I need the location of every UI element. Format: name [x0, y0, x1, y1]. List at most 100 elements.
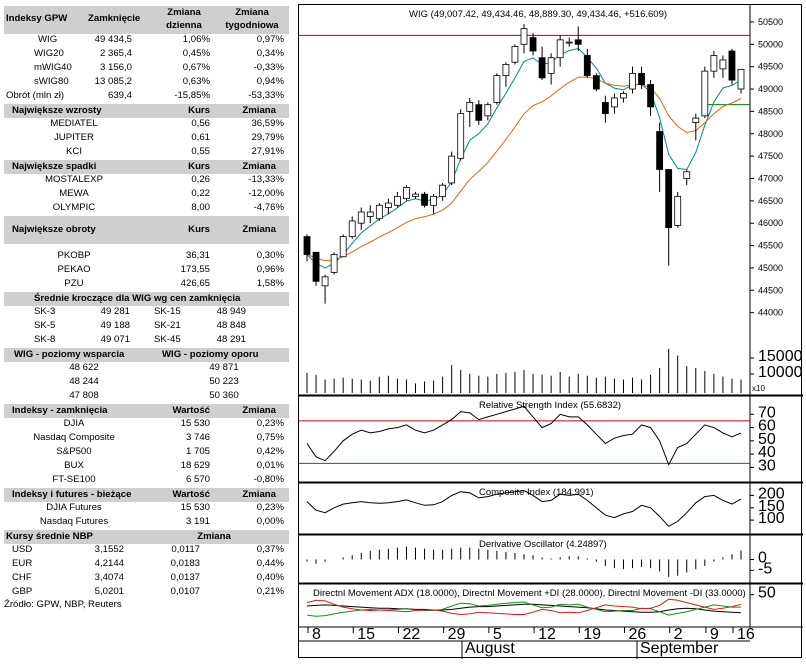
world-row: Nasdaq Composite 3 746 0,75%	[4, 431, 289, 445]
futures-price: 3 191	[185, 516, 210, 527]
price-tick-label: 50500	[758, 17, 783, 27]
futures-row: Nasdaq Futures 3 191 0,00%	[4, 515, 289, 529]
levels-row: 47 808 50 360	[4, 389, 289, 403]
fx-change-pct: 0,37%	[256, 544, 284, 555]
turnover-row: PEKAO 173,55 0,96%	[4, 263, 289, 277]
losers-title: Największe spadki	[12, 161, 97, 172]
world-name: S&P500	[56, 446, 92, 457]
rsi-tick-label: 30	[758, 457, 776, 474]
turnover-name: PEKAO	[57, 264, 91, 275]
x-tick-label: 5	[493, 626, 502, 643]
turnover-row: PZU 426,65 1,58%	[4, 277, 289, 291]
fx-title: Kursy średnie NBP	[6, 531, 93, 542]
futures-header-price: Wartość	[172, 489, 211, 500]
resistance-title: WIG - poziomy oporu	[162, 349, 259, 360]
candle-body	[665, 169, 673, 229]
index-close: 2 365,4	[99, 48, 132, 59]
composite-title: Composite Index (184.991)	[479, 487, 594, 498]
index-daily-change: 1,06%	[182, 34, 210, 45]
x-tick-label: 9	[710, 626, 719, 643]
month-label: August	[465, 640, 515, 657]
price-tick-label: 48500	[758, 106, 783, 116]
dmi-title: Directnl Movement ADX (18.0000), Directn…	[313, 588, 746, 599]
gainers-header-change: Zmiana	[242, 105, 276, 116]
candle-body	[737, 68, 745, 90]
world-row: FT-SE100 6 570 -0,80%	[4, 473, 289, 487]
sma-value: 48 848	[216, 320, 246, 331]
levels-header: WIG - poziomy wsparcia WIG - poziomy opor…	[4, 347, 289, 362]
sma-label: SK-5	[34, 320, 56, 331]
losers-price: 0,26	[191, 174, 210, 185]
x-tick-label: 2	[674, 626, 683, 643]
candle-body	[511, 46, 519, 63]
adx-line	[306, 603, 742, 614]
composite-tick-label: 200	[758, 485, 785, 502]
world-price: 1 705	[185, 446, 210, 457]
candle-body	[484, 104, 492, 117]
derivative-tick-label: -5	[758, 560, 772, 577]
sma-row: SK-5 49 188 SK-21 48 848	[4, 319, 289, 333]
candle-body	[683, 171, 691, 179]
world-row: BUX 18 629 0,01%	[4, 459, 289, 473]
fx-change-pct: 0,40%	[256, 572, 284, 583]
candle-body	[565, 41, 573, 44]
price-tick-label: 45000	[758, 263, 783, 273]
x-tick-label: 29	[448, 626, 466, 643]
fx-currency: USD	[12, 544, 33, 555]
price-tick-label: 46500	[758, 196, 783, 206]
index-name: WIG20	[34, 48, 64, 59]
levels-row: 48 622 49 871	[4, 361, 289, 375]
gainers-change: 27,91%	[251, 146, 284, 157]
gainers-header-price: Kurs	[188, 105, 210, 116]
x-tick-label: 19	[583, 626, 601, 643]
turnover-title: Największe obroty	[12, 224, 96, 235]
gainers-row: MEDIATEL 0,56 36,59%	[4, 117, 289, 131]
sma-row: SK-8 49 071 SK-45 48 291	[4, 333, 289, 347]
fx-header: Kursy średnie NBP Zmiana	[4, 529, 289, 544]
world-price: 18 629	[180, 460, 210, 471]
fx-currency: CHF	[12, 572, 32, 583]
fx-currency: EUR	[12, 558, 33, 569]
candle-body	[384, 202, 392, 208]
rsi-line	[306, 405, 742, 466]
gainers-price: 0,55	[191, 146, 210, 157]
futures-header-change: Zmiana	[242, 489, 276, 500]
fx-row: EUR 4,2144 0,0183 0,44%	[4, 557, 289, 571]
indices-header: Indeksy GPW Zamknięcie Zmiana dzienna Zmiana…	[4, 5, 289, 34]
volume-tick-label: 100000	[758, 364, 803, 381]
candle-body	[583, 55, 591, 77]
futures-name: DJIA Futures	[46, 502, 102, 513]
sma-header: Średnie kroczące dla WIG wg cen zamknięc…	[4, 291, 289, 306]
candle-body	[601, 102, 609, 115]
support-level: 47 808	[69, 390, 99, 401]
losers-change: -4,76%	[253, 202, 284, 213]
resistance-level: 50 223	[209, 376, 239, 387]
world-change: 0,23%	[256, 418, 284, 429]
source-note: Źródło: GPW, NBP, Reuters	[4, 599, 122, 610]
price-tick-label: 50000	[758, 39, 783, 49]
candle-body	[303, 236, 311, 255]
losers-price: 8,00	[191, 202, 210, 213]
levels-row: 48 244 50 223	[4, 375, 289, 389]
indices-row: sWIG80 13 085,2 0,63% 0,94%	[4, 75, 289, 89]
rsi-tick-label: 70	[758, 404, 776, 421]
losers-row: MOSTALEXP 0,26 -13,33%	[4, 173, 289, 187]
world-change: 0,01%	[256, 460, 284, 471]
losers-name: OLYMPIC	[52, 202, 96, 213]
sma-title: Średnie kroczące dla WIG wg cen zamknięc…	[34, 293, 241, 304]
candle-body	[710, 55, 718, 72]
world-header-change: Zmiana	[242, 405, 276, 416]
candle-body	[556, 39, 564, 59]
candle-body	[502, 64, 510, 77]
candle-body	[638, 72, 645, 85]
sma-value: 48 291	[216, 334, 246, 345]
world-price: 6 570	[185, 474, 210, 485]
world-header: Indeksy - zamknięcia Wartość Zmiana	[4, 403, 289, 418]
indices-header-daily: Zmiana	[167, 7, 201, 18]
fx-header-change: Zmiana	[197, 531, 231, 542]
fx-rate: 4,2144	[94, 558, 124, 569]
candle-body	[403, 187, 410, 199]
turnover-change: 0,30%	[256, 250, 284, 261]
support-level: 48 244	[69, 376, 99, 387]
gainers-row: KCI 0,55 27,91%	[4, 145, 289, 159]
